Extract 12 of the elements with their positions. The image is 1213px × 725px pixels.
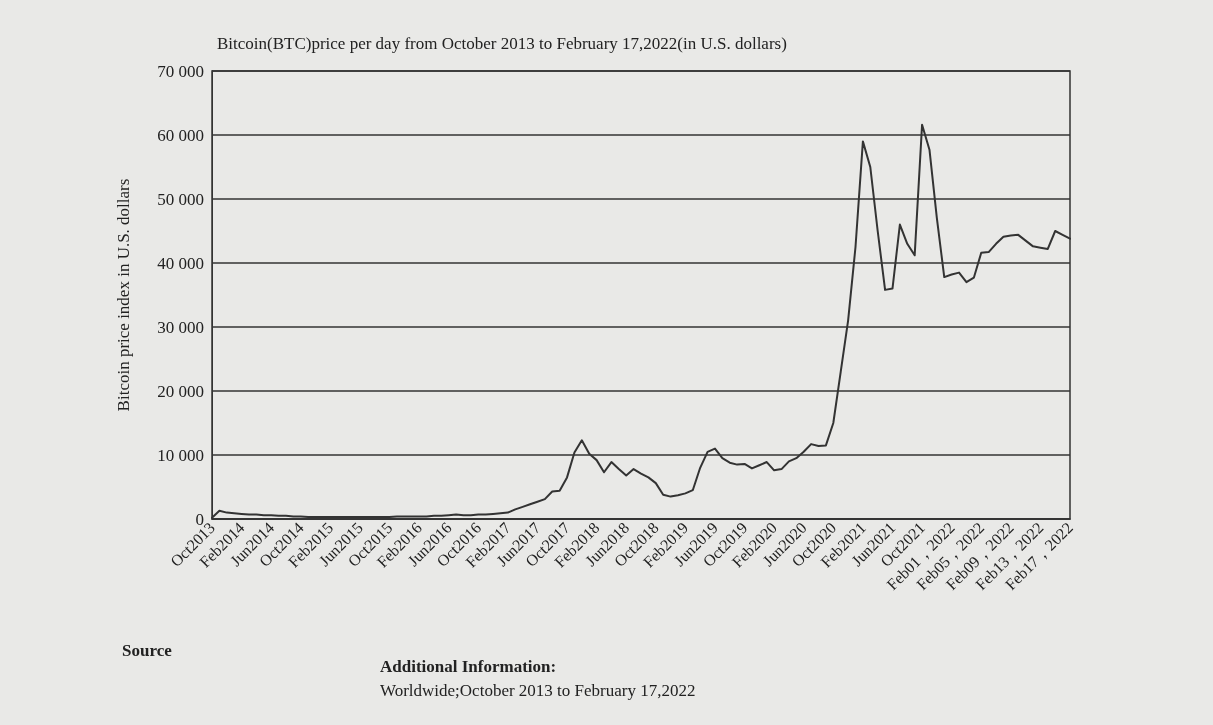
y-tick-label: 50 000 (157, 189, 204, 209)
text: Source (122, 641, 173, 660)
y-tick-label: 70 000 (157, 61, 204, 81)
y-tick-label: 30 000 (157, 317, 204, 337)
chart-title: Bitcoin(BTC)price per day from October 2013 to February 17,2022(in U.S. dollars) (217, 34, 787, 53)
y-tick-label: 20 000 (157, 381, 204, 401)
text: Worldwide;October 2013 to February 17,2022 (380, 681, 696, 700)
y-tick-label: 60 000 (157, 125, 204, 145)
y-tick-label: 40 000 (157, 253, 204, 273)
y-tick-label: 10 000 (157, 445, 204, 465)
text: Additional Information: (380, 657, 557, 676)
y-axis-title: Bitcoin price index in U.S. dollars (114, 178, 133, 412)
